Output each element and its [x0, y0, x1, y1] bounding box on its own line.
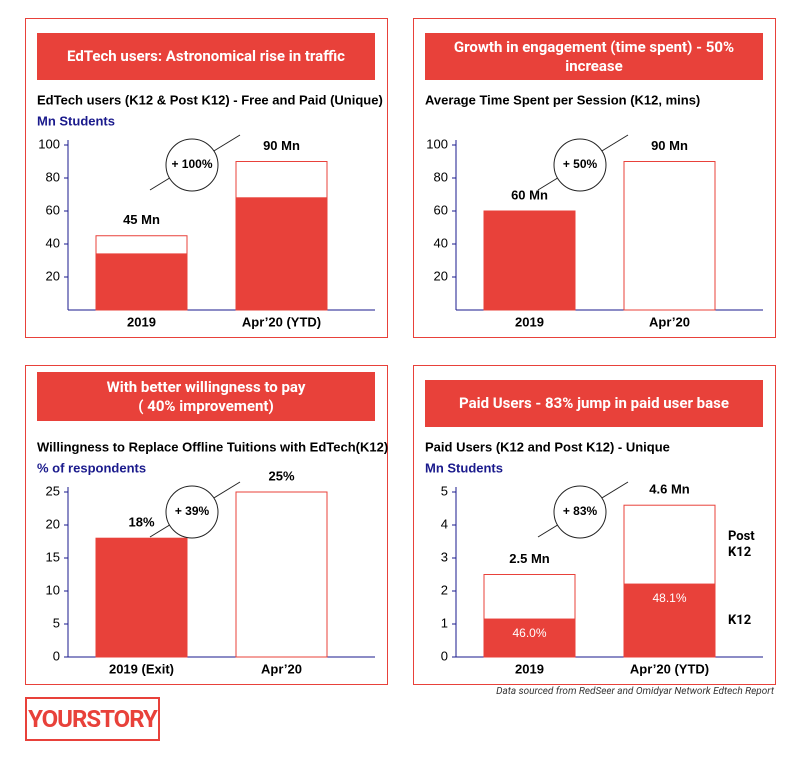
y-tick-label: 2 [441, 582, 448, 597]
bar [235, 197, 328, 311]
x-tick-label: Apr’20 (YTD) [242, 314, 321, 329]
chart-title: Paid Users (K12 and Post K12) - Unique [425, 439, 670, 454]
annotation: + 83% [563, 504, 598, 518]
y-axis-label: % of respondents [37, 460, 146, 475]
bar [483, 618, 576, 658]
x-tick-label: Apr’20 [649, 314, 690, 329]
y-tick-label: 20 [434, 268, 448, 283]
panel-header: EdTech users: Astronomical rise in traff… [37, 33, 375, 80]
x-tick-label: 2019 [127, 314, 156, 329]
x-tick-label: Apr’20 [261, 661, 302, 676]
y-tick-label: 40 [434, 235, 448, 250]
annotation-circle [553, 138, 607, 192]
y-tick-label: 20 [46, 516, 60, 531]
source-note: Data sourced from RedSeer and Omidyar Ne… [496, 686, 774, 697]
y-tick-label: 100 [38, 136, 60, 151]
panel-border [413, 18, 776, 338]
y-axis-label: Mn Students [37, 113, 115, 128]
y-tick-label: 1 [441, 615, 448, 630]
bar [623, 583, 716, 658]
y-tick-label: 60 [46, 202, 60, 217]
value-label: 18% [128, 515, 154, 530]
y-tick-label: 20 [46, 268, 60, 283]
bar [95, 253, 188, 311]
x-tick-label: 2019 [515, 314, 544, 329]
panel-border [25, 18, 388, 338]
value-label: 90 Mn [651, 138, 688, 153]
segment-label: K12 [728, 612, 752, 628]
panel-header: Paid Users - 83% jump in paid user base [425, 380, 763, 427]
annotation: + 50% [563, 157, 598, 171]
bar [95, 537, 188, 658]
chart-title: Average Time Spent per Session (K12, min… [425, 92, 700, 107]
value-label: 90 Mn [263, 138, 300, 153]
share-label: 46.0% [512, 626, 546, 640]
annotation-circle [553, 485, 607, 539]
annotation: + 39% [175, 504, 210, 518]
bar [623, 161, 716, 311]
value-label: 25% [268, 468, 294, 483]
logo: YOURSTORY [25, 697, 160, 741]
y-tick-label: 80 [46, 169, 60, 184]
y-tick-label: 5 [53, 615, 60, 630]
bar [235, 491, 328, 658]
x-tick-label: 2019 [515, 661, 544, 676]
y-tick-label: 40 [46, 235, 60, 250]
value-label: 60 Mn [511, 187, 548, 202]
y-tick-label: 0 [441, 648, 448, 663]
share-label: 48.1% [652, 591, 686, 605]
y-tick-label: 25 [46, 483, 60, 498]
y-tick-label: 0 [53, 648, 60, 663]
panel-header: Growth in engagement (time spent) - 50% … [425, 33, 763, 80]
bar [483, 210, 576, 311]
chart-title: Willingness to Replace Offline Tuitions … [37, 439, 388, 454]
y-tick-label: 5 [441, 483, 448, 498]
value-label: 4.6 Mn [649, 482, 690, 497]
segment-label: Post K12 [728, 528, 755, 560]
y-tick-label: 10 [46, 582, 60, 597]
y-tick-label: 100 [426, 136, 448, 151]
panel-border [25, 365, 388, 685]
panel-header: With better willingness to pay ( 40% imp… [37, 372, 375, 421]
value-label: 45 Mn [123, 212, 160, 227]
panel-border [413, 365, 776, 685]
y-tick-label: 3 [441, 549, 448, 564]
y-tick-label: 60 [434, 202, 448, 217]
annotation-circle [165, 485, 219, 539]
y-tick-label: 4 [441, 516, 448, 531]
y-tick-label: 15 [46, 549, 60, 564]
chart-title: EdTech users (K12 & Post K12) - Free and… [37, 92, 383, 107]
x-tick-label: Apr’20 (YTD) [630, 661, 709, 676]
value-label: 2.5 Mn [509, 551, 550, 566]
x-tick-label: 2019 (Exit) [109, 661, 174, 676]
annotation-circle [165, 138, 219, 192]
annotation: + 100% [171, 157, 212, 171]
y-axis-label: Mn Students [425, 460, 503, 475]
y-tick-label: 80 [434, 169, 448, 184]
